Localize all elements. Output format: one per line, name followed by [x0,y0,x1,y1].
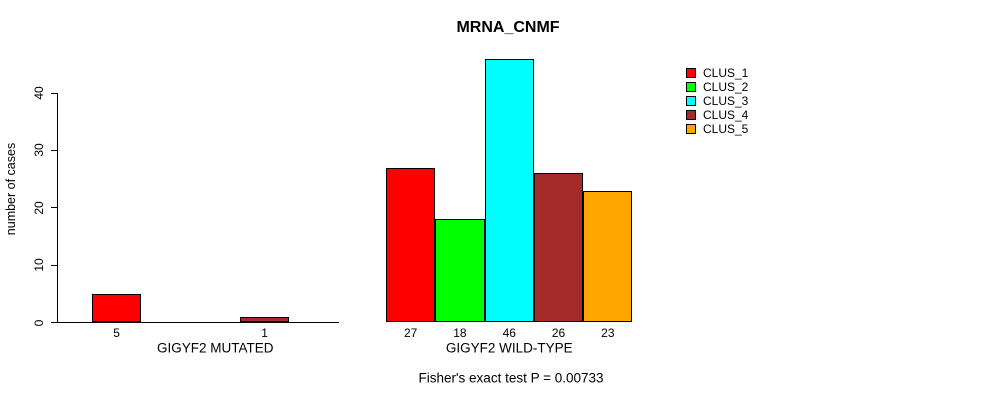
y-axis-tick [51,149,58,151]
y-axis-tick [51,322,58,323]
bar-value-label: 1 [261,326,268,340]
legend-label: CLUS_5 [703,122,749,136]
category-label: GIGYF2 WILD-TYPE [445,340,573,356]
legend-swatch-clus_2 [686,82,696,92]
legend-swatch-clus_3 [686,96,696,106]
bar-value-label: 46 [502,326,516,340]
legend-swatch-clus_1 [686,68,696,78]
y-axis-tick [51,264,58,266]
bar-clus_1-group2 [386,167,436,323]
bar-clus_3-group2 [484,58,534,323]
category-label: GIGYF2 MUTATED [156,340,274,356]
legend-swatch-clus_5 [686,124,696,134]
legend-label: CLUS_1 [703,66,749,80]
legend-row: CLUS_3 [686,94,748,108]
legend-label: CLUS_2 [703,80,749,94]
legend-label: CLUS_4 [703,108,749,122]
y-tick-label: 30 [32,143,46,158]
bar-clus_4-group1 [239,316,290,323]
legend: CLUS_1 CLUS_2 CLUS_3 CLUS_4 CLUS_5 [686,66,748,136]
bar-clus_2-group2 [435,219,485,323]
y-tick-label: 40 [32,86,46,100]
legend-row: CLUS_1 [686,66,748,80]
chart-title: MRNA_CNMF [456,19,560,36]
legend-label: CLUS_3 [703,94,749,108]
legend-swatch-clus_4 [686,110,696,120]
bar-value-label: 5 [113,326,120,340]
y-tick-label: 0 [32,319,46,326]
y-tick-label: 20 [32,201,46,215]
bar-value-label: 26 [551,326,566,340]
bar-clus_4-group2 [533,173,584,323]
bar-value-label: 23 [601,326,615,340]
zero-bar-line [141,322,191,323]
legend-row: CLUS_5 [686,122,748,136]
y-axis-tick [51,207,58,209]
zero-bar-line [190,322,240,323]
legend-row: CLUS_4 [686,108,748,122]
zero-bar-line [289,322,339,323]
bar-value-label: 27 [403,326,418,340]
fisher-test-note: Fisher's exact test P = 0.00733 [418,370,604,386]
legend-row: CLUS_2 [686,80,748,94]
y-axis-tick [51,92,58,94]
bar-clus_1-group1 [92,293,142,323]
bar-value-label: 18 [453,326,467,340]
y-tick-label: 10 [32,258,46,272]
bar-clus_5-group2 [583,190,633,323]
